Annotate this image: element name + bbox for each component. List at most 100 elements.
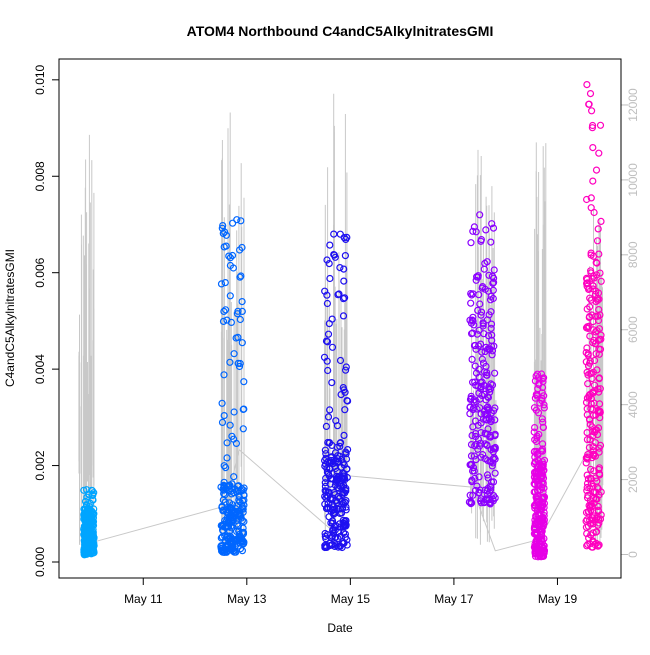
data-point [584, 371, 592, 379]
data-point [582, 454, 590, 462]
data-point [88, 516, 96, 524]
data-point [340, 431, 348, 439]
data-point [221, 228, 229, 236]
data-point [322, 535, 330, 543]
y2-axis-tick-label: 0 [626, 551, 640, 558]
data-point [234, 359, 242, 367]
data-point [326, 274, 334, 283]
data-point [595, 470, 604, 478]
data-point [591, 439, 600, 447]
data-point [218, 502, 226, 510]
data-point [84, 504, 92, 512]
data-point [342, 366, 350, 374]
data-point [583, 455, 591, 463]
data-point [469, 227, 477, 235]
data-point [323, 299, 331, 308]
data-point [230, 473, 238, 481]
data-point [596, 269, 604, 277]
x-axis-tick-label: May 17 [434, 592, 474, 606]
data-point [225, 523, 233, 531]
data-point [477, 237, 485, 245]
data-point [591, 426, 599, 434]
data-point [341, 294, 349, 302]
data-point [471, 486, 480, 495]
data-point [586, 332, 594, 340]
data-point [534, 409, 543, 417]
data-point [486, 345, 494, 353]
data-point [596, 407, 604, 415]
data-point [229, 219, 237, 227]
data-point [595, 374, 603, 382]
data-point [89, 545, 98, 554]
data-point [327, 459, 335, 467]
data-point [228, 432, 236, 440]
data-point [341, 388, 349, 396]
data-point [533, 507, 542, 515]
data-point [593, 327, 601, 335]
data-point [236, 246, 244, 254]
data-point [582, 398, 591, 406]
data-point [233, 310, 241, 318]
data-point [87, 549, 96, 557]
data-point [84, 538, 92, 546]
data-point [530, 404, 539, 412]
data-point [535, 430, 543, 439]
data-point [595, 350, 603, 358]
data-point [334, 291, 342, 299]
data-point [468, 355, 476, 363]
data-point [491, 432, 499, 440]
data-point [81, 532, 89, 541]
data-point [597, 331, 605, 339]
data-point [225, 252, 233, 260]
data-point [595, 345, 603, 353]
data-point [537, 531, 546, 539]
data-point [585, 313, 593, 321]
data-point [488, 381, 497, 389]
data-point [590, 381, 599, 389]
data-point [594, 225, 602, 233]
data-point [583, 487, 591, 495]
data-point [337, 439, 345, 447]
data-point [479, 451, 487, 459]
data-point [583, 436, 592, 444]
data-point [531, 481, 539, 489]
data-point [595, 491, 603, 499]
data-point [336, 264, 344, 272]
data-point [328, 532, 336, 540]
data-point [535, 481, 544, 489]
data-point [328, 379, 336, 387]
data-point [219, 317, 228, 325]
data-point [326, 406, 334, 414]
y2-axis-tick-label: 6000 [626, 316, 640, 343]
data-point [469, 317, 477, 325]
y2-axis-tick-label: 4000 [626, 391, 640, 418]
data-point [237, 217, 245, 225]
data-point [483, 393, 492, 401]
data-point [466, 491, 474, 499]
data-point [344, 446, 352, 454]
data-point [584, 380, 592, 388]
data-point [585, 501, 593, 510]
data-point [586, 436, 594, 444]
data-point [340, 277, 348, 285]
data-point [540, 549, 548, 557]
data-point [587, 194, 595, 202]
data-point [325, 320, 333, 328]
data-point [328, 540, 336, 549]
data-point [339, 459, 347, 467]
data-point [321, 287, 329, 295]
data-point [481, 410, 489, 419]
data-point [485, 496, 493, 504]
data-point [487, 308, 495, 316]
x-axis-tick-label: May 15 [331, 592, 371, 606]
data-point [328, 506, 336, 514]
data-point [470, 452, 478, 460]
data-point [589, 339, 597, 347]
data-point [592, 298, 600, 306]
data-point [472, 345, 480, 353]
chart-title: ATOM4 Northbound C4andC5AlkylnitratesGMI [187, 23, 494, 39]
data-point [89, 525, 97, 534]
data-point [223, 454, 231, 462]
data-point [532, 513, 540, 521]
data-point [228, 490, 236, 498]
